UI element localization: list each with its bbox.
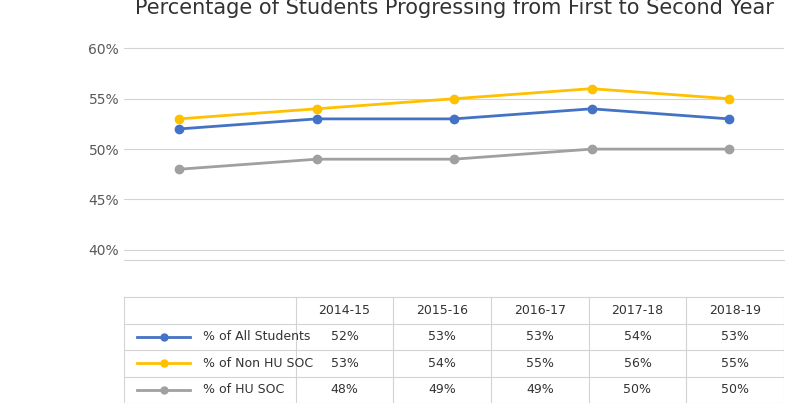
Title: Percentage of Students Progressing from First to Second Year: Percentage of Students Progressing from … bbox=[134, 0, 774, 18]
Text: 53%: 53% bbox=[428, 330, 456, 343]
Text: 55%: 55% bbox=[721, 357, 749, 370]
Text: % of HU SOC: % of HU SOC bbox=[203, 383, 285, 396]
Text: 50%: 50% bbox=[623, 383, 651, 396]
Text: 48%: 48% bbox=[330, 383, 358, 396]
Text: 54%: 54% bbox=[428, 357, 456, 370]
Text: 2018-19: 2018-19 bbox=[709, 304, 761, 317]
Text: 2017-18: 2017-18 bbox=[611, 304, 663, 317]
Text: 53%: 53% bbox=[722, 330, 749, 343]
Text: 53%: 53% bbox=[330, 357, 358, 370]
Text: 49%: 49% bbox=[526, 383, 554, 396]
Text: 2015-16: 2015-16 bbox=[416, 304, 468, 317]
Text: 54%: 54% bbox=[623, 330, 651, 343]
Text: 2014-15: 2014-15 bbox=[318, 304, 370, 317]
Text: % of Non HU SOC: % of Non HU SOC bbox=[203, 357, 314, 370]
Text: 2016-17: 2016-17 bbox=[514, 304, 566, 317]
Text: 53%: 53% bbox=[526, 330, 554, 343]
Text: 56%: 56% bbox=[623, 357, 651, 370]
Text: 49%: 49% bbox=[428, 383, 456, 396]
Text: 50%: 50% bbox=[721, 383, 749, 396]
Text: 52%: 52% bbox=[330, 330, 358, 343]
Text: % of All Students: % of All Students bbox=[203, 330, 310, 343]
Text: 55%: 55% bbox=[526, 357, 554, 370]
